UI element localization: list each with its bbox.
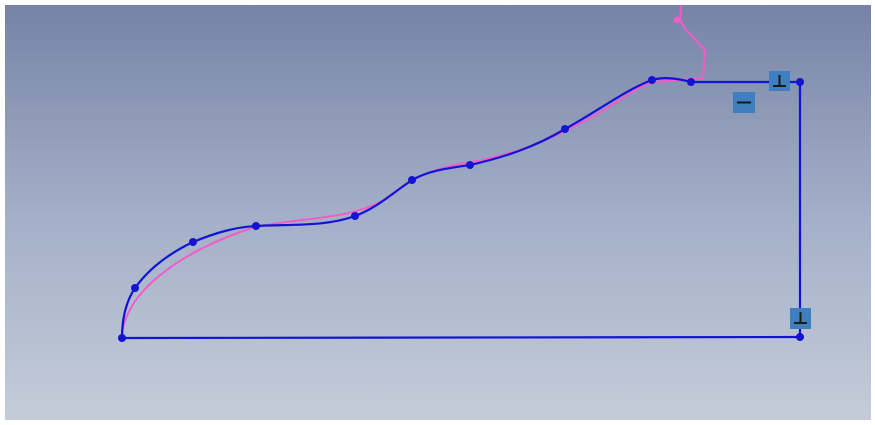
spline-point[interactable] xyxy=(189,238,197,246)
spline-point[interactable] xyxy=(252,222,260,230)
corner-point[interactable] xyxy=(796,333,804,341)
spline-point[interactable] xyxy=(466,161,474,169)
horizontal-constraint[interactable] xyxy=(733,92,755,113)
perpendicular-constraint-top[interactable] xyxy=(769,71,790,91)
profile-bottom-line[interactable] xyxy=(121,335,801,340)
spline-point[interactable] xyxy=(561,125,569,133)
spline-point[interactable] xyxy=(118,334,126,342)
spline-point[interactable] xyxy=(687,78,695,86)
reference-curve xyxy=(121,5,707,339)
reference-point[interactable] xyxy=(673,16,681,24)
perpendicular-icon xyxy=(794,312,807,324)
spline-point[interactable] xyxy=(408,176,416,184)
sketch-canvas[interactable] xyxy=(5,5,871,420)
sketch-viewport[interactable] xyxy=(5,5,871,420)
corner-point[interactable] xyxy=(796,78,804,86)
perpendicular-constraint-bottom[interactable] xyxy=(790,308,811,329)
spline-point[interactable] xyxy=(648,76,656,84)
spline-point[interactable] xyxy=(351,212,359,220)
perpendicular-icon xyxy=(773,75,786,87)
profile-spline[interactable] xyxy=(120,76,692,339)
spline-point[interactable] xyxy=(131,284,139,292)
